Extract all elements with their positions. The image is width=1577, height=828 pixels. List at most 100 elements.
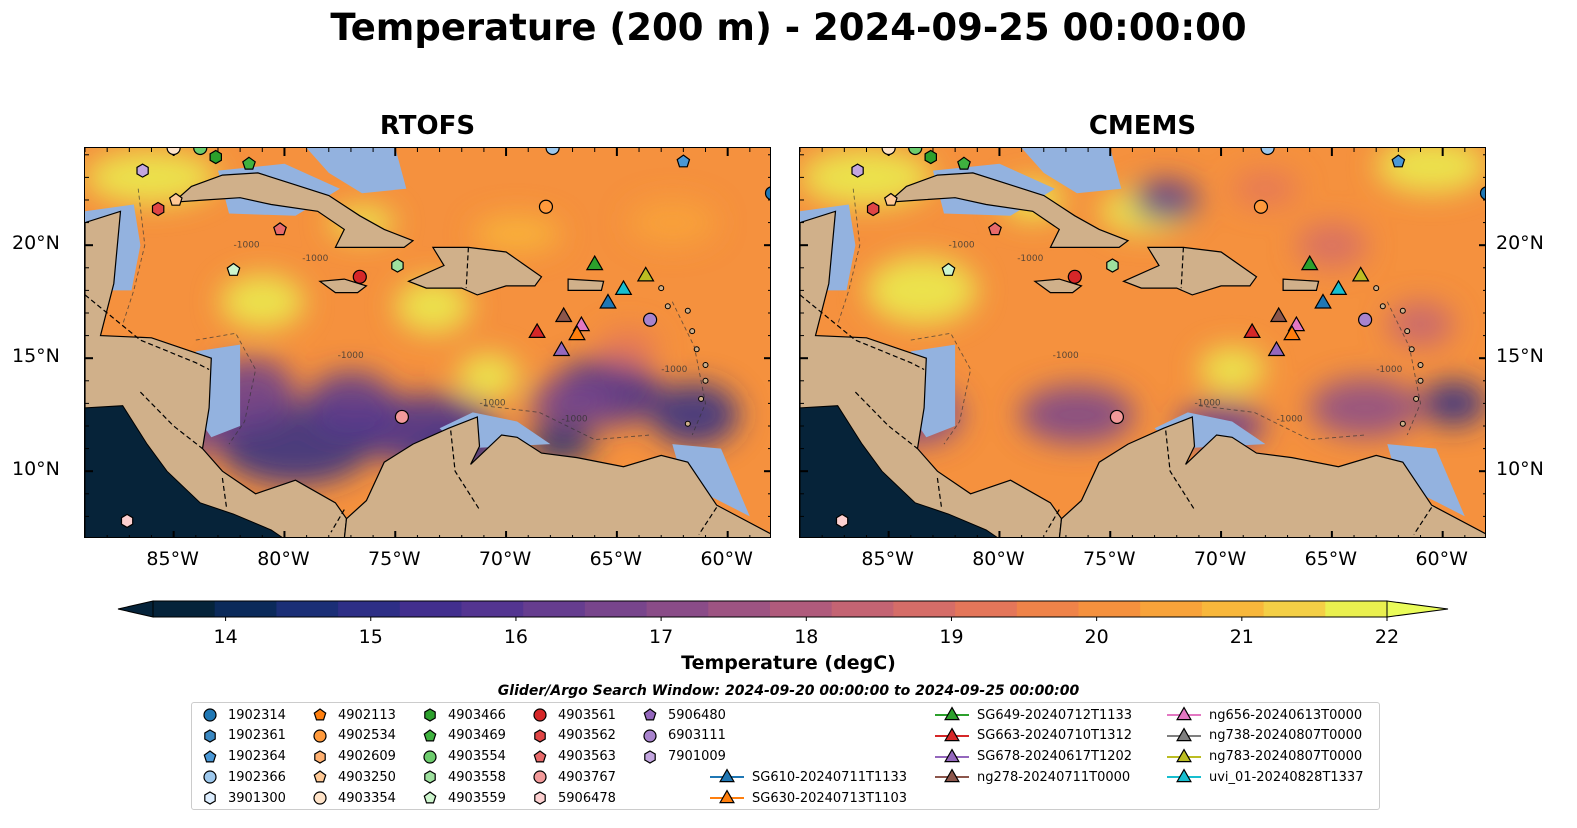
legend-circle-icon (533, 770, 547, 784)
isobath-label: -1000 (1277, 415, 1303, 425)
legend-triangle-icon (935, 706, 969, 721)
observation-triangle-marker (585, 254, 604, 271)
lesser-antilles-island (693, 346, 700, 353)
lon-tick-label: 75°W (368, 548, 421, 570)
lon-tick-label: 60°W (700, 548, 753, 570)
legend-label: 4903562 (558, 728, 616, 744)
temperature-anomaly (457, 353, 520, 399)
observation-circle-marker (166, 148, 181, 156)
colorbar-tick-label: 15 (358, 626, 383, 648)
legend-label: 4902609 (338, 749, 396, 765)
legend-circle-icon (643, 729, 657, 743)
temperature-anomaly (85, 150, 218, 205)
country-border (330, 509, 345, 533)
colorbar-label: Temperature (degC) (681, 652, 896, 674)
observation-triangle-marker (528, 322, 546, 338)
colorbar-segment (523, 601, 586, 617)
legend-triangle-icon (1167, 747, 1201, 762)
lon-tick-label: 60°W (1415, 548, 1468, 570)
lesser-antilles-island (1399, 420, 1406, 427)
legend-hexagon-icon (644, 749, 656, 764)
observation-pentagon-marker (676, 154, 691, 168)
observation-pentagon-marker (941, 262, 956, 276)
legend-triangle-icon (935, 727, 969, 741)
legend-item: 6903111 (640, 726, 726, 746)
legend-label: 4902113 (338, 707, 396, 723)
lon-tick-label: 65°W (589, 548, 643, 570)
colorbar-segment (1263, 601, 1326, 617)
temperature-anomaly (1420, 380, 1485, 426)
search-window-label: Glider/Argo Search Window: 2024-09-20 00… (497, 683, 1080, 699)
legend-item: 4903562 (530, 726, 616, 746)
observation-circle-marker (193, 148, 208, 156)
legend-item: 4902609 (310, 747, 396, 767)
colorbar-tick-label: 16 (503, 626, 529, 648)
observation-hexagon-marker (1106, 258, 1119, 273)
legend-item: SG649-20240712T1133 (935, 705, 1132, 725)
legend-item: 4903563 (530, 747, 616, 767)
legend-item: 1902314 (200, 705, 286, 725)
country-border (450, 430, 481, 510)
observation-circle-marker (1479, 186, 1485, 201)
legend-triangle-icon (1167, 727, 1201, 741)
colorbar-tick-label: 18 (794, 626, 819, 648)
observation-triangle-marker (554, 306, 573, 323)
observation-circle-marker (394, 409, 410, 425)
legend-label: 4903563 (558, 749, 616, 765)
legend-item: 4903354 (310, 788, 396, 808)
lesser-antilles-island (1373, 285, 1380, 292)
observation-pentagon-marker (1391, 154, 1406, 168)
observation-triangle-marker (614, 279, 633, 295)
legend-label: 4903554 (448, 749, 506, 765)
colorbar-segment (276, 601, 339, 617)
legend-label: 1902361 (228, 728, 286, 744)
observation-triangle-marker (1314, 293, 1332, 309)
legend-label: 4903466 (448, 707, 506, 723)
legend-label: 4903354 (338, 790, 396, 806)
colorbar-segment (708, 601, 771, 617)
temperature-anomaly (1309, 378, 1421, 438)
lesser-antilles-island (1379, 303, 1386, 310)
shallow-shelf (1021, 148, 1122, 194)
observation-hexagon-marker (866, 201, 880, 217)
legend-triangle-icon (710, 789, 744, 804)
lesser-antilles-island (1399, 307, 1406, 314)
temperature-anomaly (1019, 385, 1135, 445)
country-border (698, 507, 718, 535)
isobath-label: -1000 (1017, 254, 1043, 264)
temperature-anomaly (528, 380, 617, 426)
legend-item: ng278-20240711T0000 (935, 767, 1130, 787)
observation-triangle-marker (636, 266, 655, 282)
observation-triangle-marker (1243, 322, 1261, 338)
legend-pentagon-icon (203, 749, 217, 763)
observation-circle-marker (1109, 409, 1125, 425)
observation-triangle-marker (1267, 340, 1286, 357)
land-jamaica (1033, 278, 1083, 294)
country-border (1045, 509, 1060, 533)
observation-triangle-marker (1283, 324, 1301, 341)
land-jamaica (318, 278, 368, 294)
legend-label: 1902364 (228, 749, 286, 765)
map-panel-cmems: -1000 -1000 -1000 -1000 -1000 -1000 (799, 147, 1486, 538)
lat-tick-label-left: 10°N (12, 458, 60, 481)
lesser-antilles-island (702, 362, 709, 368)
colorbar-segment (770, 601, 833, 617)
observation-hexagon-marker (924, 149, 937, 165)
temperature-anomaly (220, 274, 305, 329)
legend-label: 4902534 (338, 728, 396, 744)
legend-pentagon-icon (313, 770, 327, 783)
colorbar-tick-label: 19 (939, 626, 964, 648)
colorbar-segment (1078, 601, 1141, 617)
legend: 1902314 1902361 1902364 1902366 3901300 49021… (191, 702, 1380, 810)
observation-triangle-marker (1300, 254, 1319, 271)
colorbar-segment (584, 601, 648, 617)
legend-item: ng738-20240807T0000 (1167, 726, 1362, 746)
legend-item: 4903558 (420, 767, 506, 787)
observation-circle-marker (1260, 148, 1275, 156)
colorbar-segment (1016, 601, 1080, 617)
observation-pentagon-marker (242, 156, 256, 170)
shallow-shelf (306, 148, 407, 194)
legend-item: 5906478 (530, 788, 616, 808)
isobath-1000 (122, 188, 146, 325)
legend-item: 4902113 (310, 705, 396, 725)
